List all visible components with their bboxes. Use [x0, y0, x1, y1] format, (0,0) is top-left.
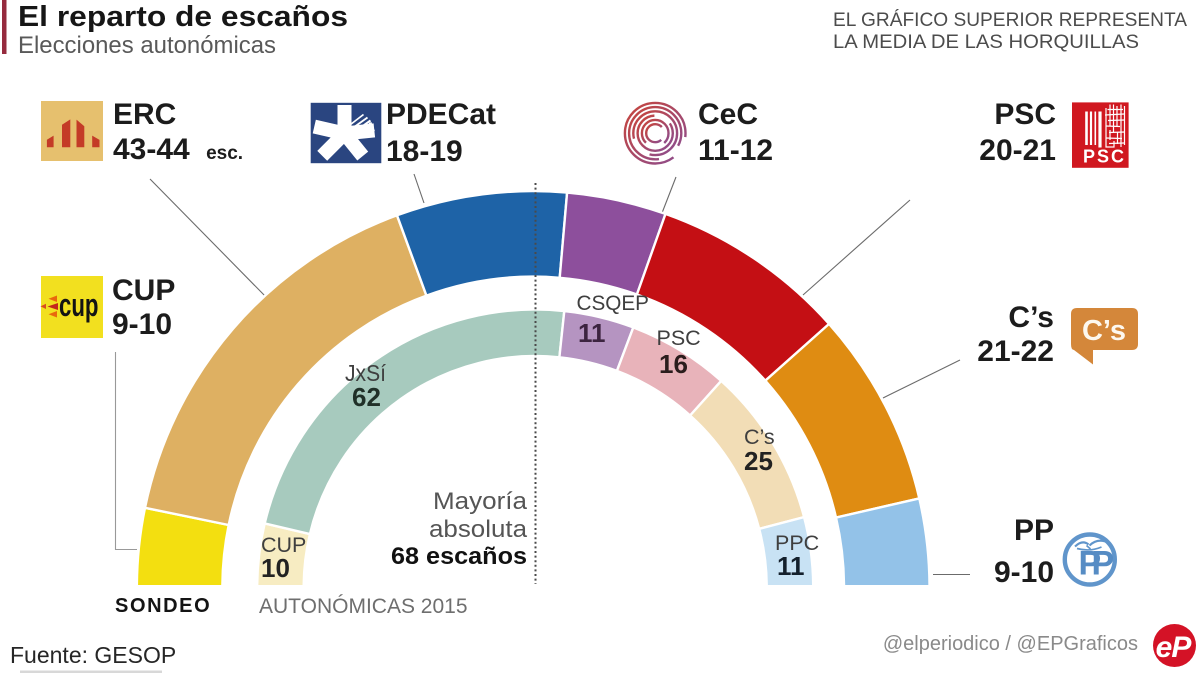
svg-text:10: 10	[261, 553, 290, 583]
svg-text:9-10: 9-10	[112, 308, 172, 341]
svg-text:El reparto de escaños: El reparto de escaños	[18, 1, 348, 33]
svg-text:PSC: PSC	[657, 326, 701, 350]
svg-text:absoluta: absoluta	[429, 516, 528, 543]
svg-text:Fuente: GESOP: Fuente: GESOP	[10, 642, 176, 668]
svg-text:LA MEDIA DE LAS HORQUILLAS: LA MEDIA DE LAS HORQUILLAS	[833, 31, 1139, 53]
svg-text:25: 25	[744, 446, 773, 476]
svg-text:C’s: C’s	[1008, 301, 1054, 334]
svg-text:18-19: 18-19	[386, 135, 463, 168]
svg-text:68 escaños: 68 escaños	[391, 543, 527, 570]
svg-text:Mayoría: Mayoría	[433, 488, 528, 515]
svg-text:PSC: PSC	[1083, 147, 1126, 167]
svg-text:16: 16	[659, 349, 688, 379]
svg-text:EL GRÁFICO SUPERIOR REPRESENTA: EL GRÁFICO SUPERIOR REPRESENTA	[833, 8, 1187, 31]
svg-text:CSQEP: CSQEP	[577, 291, 650, 315]
svg-text:cup: cup	[59, 287, 99, 323]
svg-text:CUP: CUP	[112, 274, 175, 307]
svg-text:CUP: CUP	[261, 533, 306, 557]
svg-text:21-22: 21-22	[977, 335, 1054, 368]
svg-text:62: 62	[352, 382, 381, 412]
svg-text:11: 11	[777, 551, 805, 581]
svg-text:CeC: CeC	[698, 98, 758, 131]
svg-text:C’s: C’s	[1082, 315, 1126, 347]
svg-text:@elperiodico / @EPGraficos: @elperiodico / @EPGraficos	[883, 633, 1138, 655]
svg-text:AUTONÓMICAS 2015: AUTONÓMICAS 2015	[259, 595, 468, 618]
svg-text:PP: PP	[1014, 514, 1054, 547]
svg-text:PPC: PPC	[775, 531, 819, 555]
svg-text:PSC: PSC	[994, 98, 1056, 131]
svg-text:11: 11	[578, 318, 606, 348]
svg-text:eP: eP	[1156, 631, 1193, 664]
svg-text:20-21: 20-21	[979, 134, 1056, 167]
svg-text:JxSí: JxSí	[345, 360, 387, 386]
svg-text:SONDEO: SONDEO	[115, 595, 211, 617]
svg-text:C’s: C’s	[744, 425, 775, 449]
svg-text:PDECat: PDECat	[386, 98, 496, 131]
svg-text:ERC: ERC	[113, 98, 176, 131]
svg-text:11-12: 11-12	[698, 134, 773, 167]
svg-text:Elecciones autonómicas: Elecciones autonómicas	[18, 32, 276, 59]
svg-text:9-10: 9-10	[994, 556, 1054, 589]
